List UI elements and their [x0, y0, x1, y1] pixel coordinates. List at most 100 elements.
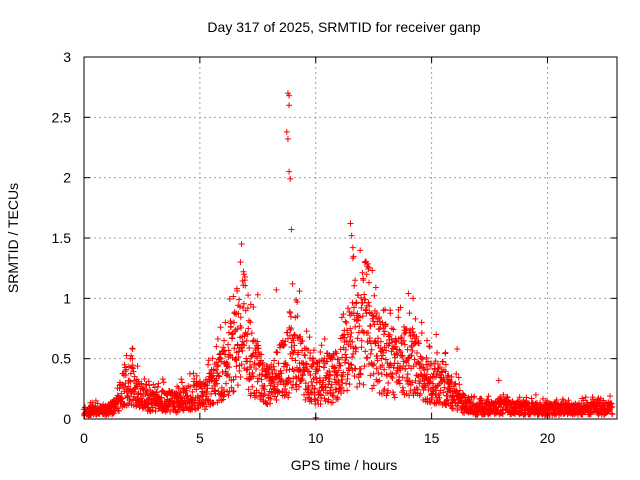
data-point	[306, 334, 313, 341]
data-point	[358, 337, 365, 344]
data-point	[393, 346, 400, 353]
data-point	[189, 388, 196, 395]
data-point	[352, 277, 359, 284]
data-point	[327, 384, 334, 391]
data-point	[284, 362, 291, 369]
data-point	[421, 367, 428, 374]
data-point	[188, 396, 195, 403]
data-point	[213, 343, 220, 350]
data-point	[395, 314, 402, 321]
data-point	[333, 350, 340, 357]
data-point	[281, 341, 288, 348]
data-point	[445, 372, 452, 379]
data-point	[356, 314, 363, 321]
data-point	[247, 319, 254, 326]
data-point	[448, 373, 455, 380]
data-point	[284, 136, 291, 143]
data-point	[381, 344, 388, 351]
data-point	[402, 365, 409, 372]
data-point	[444, 396, 451, 403]
data-point	[226, 364, 233, 371]
data-point	[609, 411, 616, 418]
data-point	[138, 380, 145, 387]
data-point	[359, 299, 366, 306]
data-point	[130, 368, 137, 375]
data-point	[249, 383, 256, 390]
data-point	[299, 337, 306, 344]
data-point	[284, 380, 291, 387]
data-point	[110, 410, 117, 417]
data-point	[219, 368, 226, 375]
data-point	[303, 361, 310, 368]
axis-ticks: 0 5 10 15 20 0 0.5 1 1.5 2 2.5 3	[52, 49, 617, 446]
data-point	[403, 359, 410, 366]
data-point	[273, 349, 280, 356]
data-point	[324, 358, 331, 365]
data-point	[436, 394, 443, 401]
data-point	[234, 326, 241, 333]
data-point	[321, 395, 328, 402]
data-point	[141, 376, 148, 383]
data-point	[254, 291, 261, 298]
data-point	[233, 285, 240, 292]
data-point	[391, 394, 398, 401]
data-point	[126, 377, 133, 384]
data-point	[372, 284, 379, 291]
data-point	[423, 361, 430, 368]
data-point	[418, 330, 425, 337]
data-point	[381, 328, 388, 335]
data-point	[427, 362, 434, 369]
data-point	[288, 226, 295, 233]
data-point	[478, 396, 485, 403]
data-point	[332, 364, 339, 371]
data-point	[243, 337, 250, 344]
data-point	[426, 343, 433, 350]
data-point	[235, 310, 242, 317]
data-point	[321, 364, 328, 371]
data-point	[123, 366, 130, 373]
data-point	[349, 244, 356, 251]
data-point	[342, 346, 349, 353]
data-point	[353, 299, 360, 306]
data-point	[247, 358, 254, 365]
data-point	[415, 340, 422, 347]
data-point	[404, 346, 411, 353]
data-point	[305, 384, 312, 391]
data-point	[186, 370, 193, 377]
x-tick-label: 15	[424, 430, 440, 446]
data-point	[308, 389, 315, 396]
data-point	[381, 386, 388, 393]
data-point	[343, 380, 350, 387]
data-point	[256, 389, 263, 396]
data-point	[565, 397, 572, 404]
data-point	[400, 337, 407, 344]
data-point	[210, 372, 217, 379]
data-point	[332, 348, 339, 355]
data-point	[230, 319, 237, 326]
data-point	[399, 352, 406, 359]
data-point	[144, 388, 151, 395]
data-point	[214, 335, 221, 342]
data-point	[347, 220, 354, 227]
data-point	[295, 383, 302, 390]
data-point	[222, 351, 229, 358]
data-point	[485, 393, 492, 400]
data-point	[392, 343, 399, 350]
data-point	[285, 374, 292, 381]
data-point	[266, 369, 273, 376]
data-point	[203, 388, 210, 395]
data-point	[254, 338, 261, 345]
data-point	[267, 400, 274, 407]
data-point	[366, 302, 373, 309]
data-point	[296, 288, 303, 295]
data-point	[94, 400, 101, 407]
data-point	[426, 343, 433, 350]
data-point	[439, 358, 446, 365]
data-point	[154, 383, 161, 390]
data-point	[294, 313, 301, 320]
x-axis-label: GPS time / hours	[291, 457, 398, 473]
data-point	[226, 373, 233, 380]
data-point	[213, 366, 220, 373]
data-point	[158, 394, 165, 401]
data-point	[362, 296, 369, 303]
